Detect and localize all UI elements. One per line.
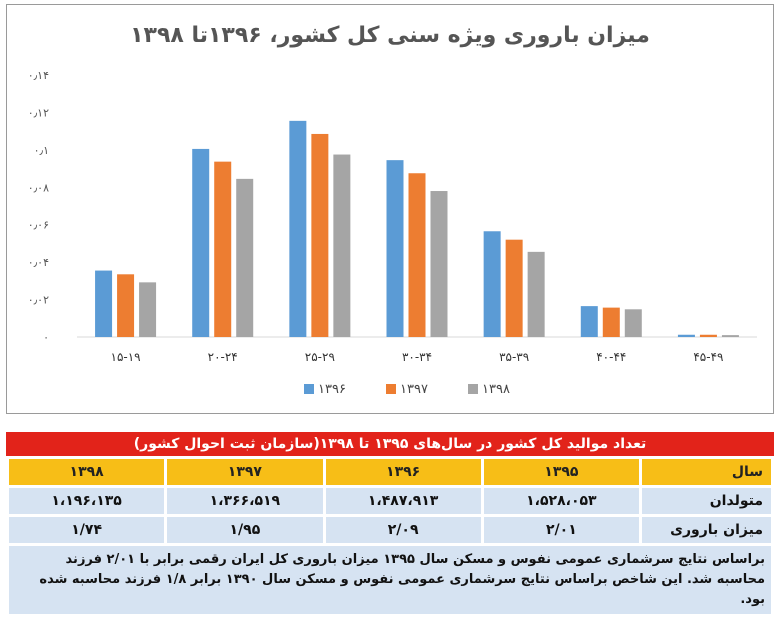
x-tick-label: ۴۵-۴۹	[693, 350, 723, 364]
table-row: متولدان ۱،۵۲۸،۰۵۳ ۱،۴۸۷،۹۱۳ ۱،۳۶۶،۵۱۹ ۱،…	[9, 488, 771, 514]
x-tick-label: ۲۰-۲۴	[208, 350, 238, 364]
header-year: ۱۳۹۶	[325, 459, 481, 485]
y-tick-label: ۰٫۰۶	[28, 219, 49, 232]
bar	[236, 178, 254, 337]
bar	[408, 173, 426, 337]
births-table: سال ۱۳۹۵ ۱۳۹۶ ۱۳۹۷ ۱۳۹۸ متولدان ۱،۵۲۸،۰۵…	[6, 456, 774, 546]
y-tick-label: ۰٫۰۲	[28, 294, 49, 307]
bar	[95, 270, 113, 337]
table-cell: ۱/۷۴	[9, 517, 165, 543]
table-cell: ۱،۳۶۶،۵۱۹	[167, 488, 323, 514]
x-tick-label: ۳۰-۳۴	[402, 350, 432, 364]
x-tick-label: ۲۵-۲۹	[305, 350, 335, 364]
footnote: براساس نتایج سرشماری عمومی نفوس و مسکن س…	[9, 546, 771, 614]
table-title: تعداد موالید کل کشور در سال‌های ۱۳۹۵ تا …	[6, 432, 774, 456]
bar	[192, 148, 210, 337]
legend-swatch	[468, 384, 478, 394]
bar	[721, 335, 739, 337]
y-tick-label: ۰٫۰۴	[28, 256, 49, 269]
bar	[289, 120, 307, 337]
header-year: ۱۳۹۸	[9, 459, 165, 485]
legend-swatch	[386, 384, 396, 394]
bar	[333, 154, 351, 337]
bar	[624, 309, 642, 337]
row-label: میزان باروری	[642, 517, 771, 543]
table-row: میزان باروری ۲/۰۱ ۲/۰۹ ۱/۹۵ ۱/۷۴	[9, 517, 771, 543]
bar	[430, 191, 448, 337]
header-year: ۱۳۹۷	[167, 459, 323, 485]
bar	[602, 307, 620, 337]
x-tick-label: ۱۵-۱۹	[111, 350, 141, 364]
table-cell: ۱،۴۸۷،۹۱۳	[325, 488, 481, 514]
bar	[139, 282, 157, 337]
bar	[699, 334, 717, 337]
table-header-row: سال ۱۳۹۵ ۱۳۹۶ ۱۳۹۷ ۱۳۹۸	[9, 459, 771, 485]
legend-swatch	[304, 384, 314, 394]
table-cell: ۱،۱۹۶،۱۳۵	[9, 488, 165, 514]
bar	[677, 334, 695, 337]
legend-label: ۱۳۹۸	[482, 382, 510, 397]
bar	[505, 239, 523, 337]
legend-label: ۱۳۹۷	[400, 382, 428, 397]
y-tick-label: ۰	[43, 331, 49, 344]
y-tick-label: ۰٫۱۴	[28, 69, 49, 82]
chart-container: میزان باروری ویژه سنی کل کشور، ۱۳۹۶تا ۱۳…	[6, 4, 774, 414]
y-tick-label: ۰٫۱۲	[28, 106, 49, 119]
table-cell: ۲/۰۱	[483, 517, 639, 543]
chart-title: میزان باروری ویژه سنی کل کشور، ۱۳۹۶تا ۱۳…	[130, 23, 650, 48]
bar	[117, 274, 135, 337]
bar	[527, 251, 545, 337]
header-year: ۱۳۹۵	[483, 459, 639, 485]
births-table-section: تعداد موالید کل کشور در سال‌های ۱۳۹۵ تا …	[6, 432, 774, 614]
row-label: متولدان	[642, 488, 771, 514]
table-cell: ۲/۰۹	[325, 517, 481, 543]
x-tick-label: ۴۰-۴۴	[596, 350, 626, 364]
bar	[483, 231, 501, 337]
bar	[214, 161, 232, 337]
legend-label: ۱۳۹۶	[318, 382, 346, 397]
bar	[311, 133, 329, 337]
x-tick-label: ۳۵-۳۹	[499, 350, 529, 364]
bar	[386, 160, 404, 337]
bar	[580, 306, 598, 337]
table-cell: ۱،۵۲۸،۰۵۳	[483, 488, 639, 514]
header-year-label: سال	[642, 459, 771, 485]
y-tick-label: ۰٫۰۸	[28, 181, 49, 194]
table-cell: ۱/۹۵	[167, 517, 323, 543]
y-tick-label: ۰٫۱	[34, 144, 49, 157]
bar-chart: ۰ ۰٫۰۲ ۰٫۰۴ ۰٫۰۶ ۰٫۰۸ ۰٫۱ ۰٫۱۲ ۰٫۱۴ ۱۵-۱۹ ۲۰-۲۴ ۲۵…	[28, 69, 757, 397]
